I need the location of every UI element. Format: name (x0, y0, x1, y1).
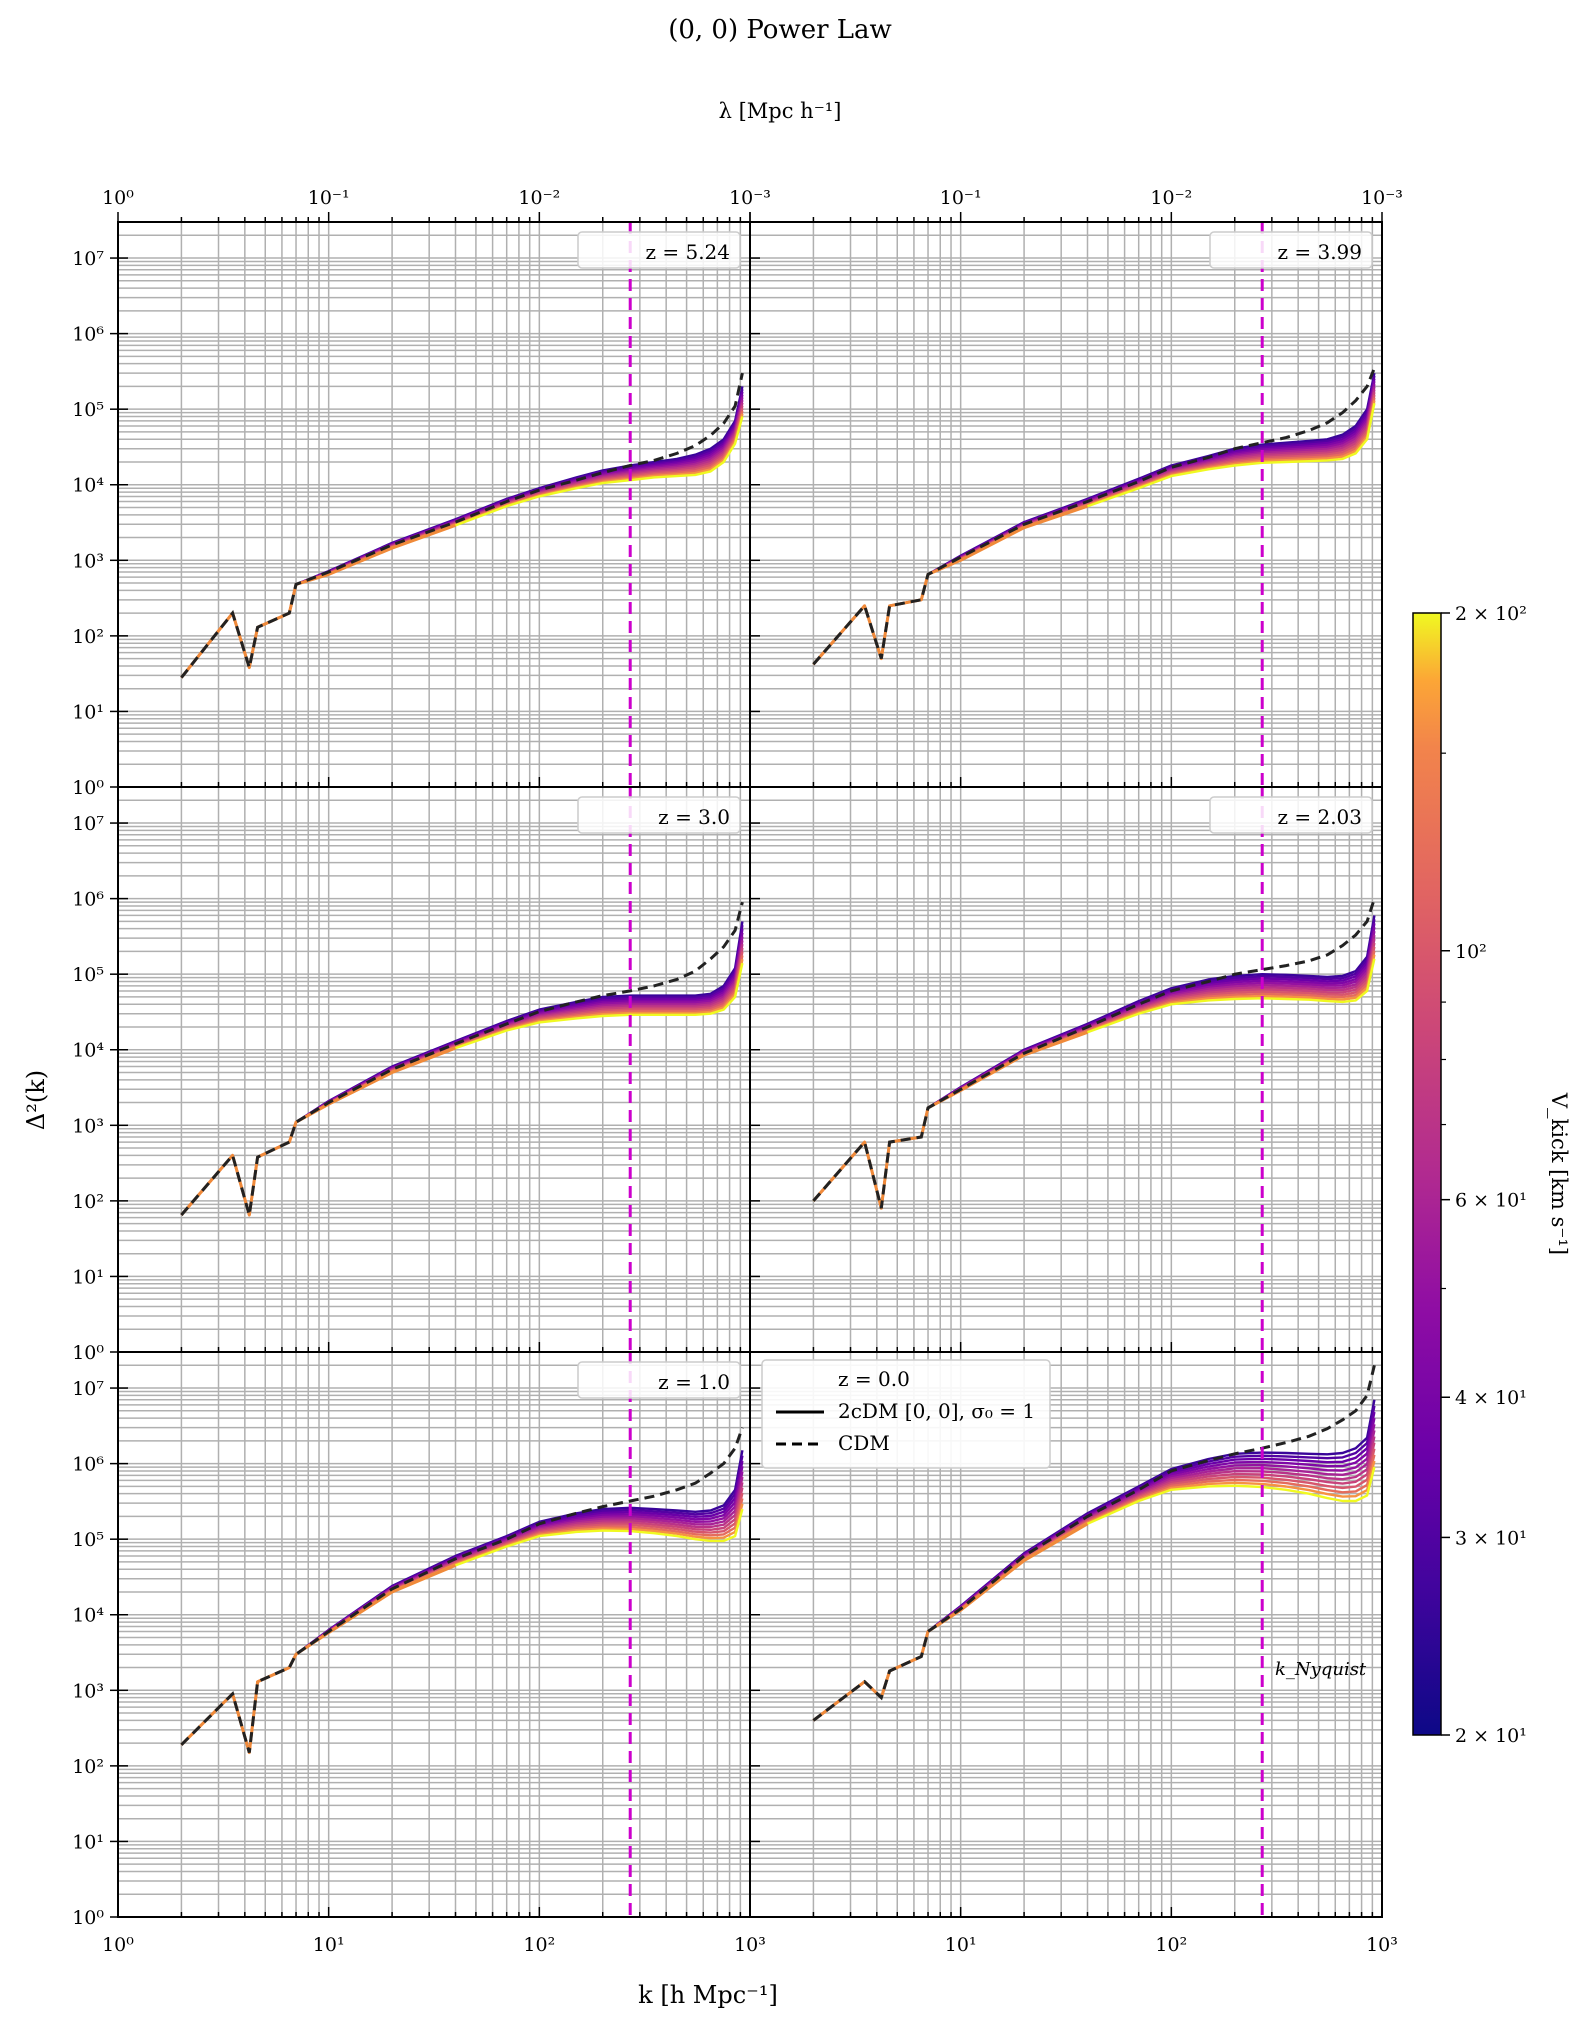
panel-background (118, 222, 750, 787)
y-tick-label: 10¹ (72, 701, 104, 723)
colorbar: 2 × 10¹ 3 × 10¹ 4 × 10¹ 6 × 10¹ 10² 2 × 10² V… (1412, 603, 1571, 1747)
panels: 10⁰ 10¹ 10² 10³ 10⁴ 10⁵ 10⁶ 10⁷ 10⁰ 10⁻¹ 10⁻² 10⁻³ z… (72, 187, 1403, 1956)
top-x-tick-label: 10⁻² (518, 187, 560, 209)
top-x-tick-label: 10⁻¹ (940, 187, 982, 209)
y-tick-label: 10⁰ (72, 1342, 104, 1364)
y-tick-label: 10⁴ (72, 475, 104, 497)
panel-legend: z = 2.03 (1209, 796, 1373, 834)
panel-legend: z = 3.0 (577, 796, 741, 834)
y-tick-label: 10³ (72, 1115, 104, 1137)
panel-legend-box (577, 796, 741, 834)
grid (750, 221, 1382, 788)
top-x-tick-label: 10⁰ (102, 187, 134, 209)
x-tick-label: 10¹ (945, 1934, 977, 1956)
cdm-line (180, 901, 744, 1216)
colorbar-ticks: 2 × 10¹ 3 × 10¹ 4 × 10¹ 6 × 10¹ 10² 2 × 10² (1441, 603, 1527, 1747)
panel-5: 10⁰ 10¹ 10² 10³ 10⁴ 10⁵ 10⁶ 10⁷ 10⁰ 10¹ 10² 10³ z = … (72, 1351, 766, 1956)
panel-background (118, 1352, 750, 1917)
y-tick-label: 10⁶ (72, 1454, 104, 1476)
y-tick-label: 10⁴ (72, 1040, 104, 1062)
y-tick-label: 10² (72, 1756, 104, 1778)
y-tick-label: 10⁵ (72, 399, 104, 421)
panel-redshift-label: z = 2.03 (1277, 805, 1362, 829)
panel-background (750, 787, 1382, 1352)
panel-redshift-label: z = 5.24 (645, 240, 730, 264)
y-tick-label: 10⁰ (72, 1907, 104, 1929)
top-x-tick-label: 10⁻³ (1361, 187, 1403, 209)
left-axis-label: Δ²(k) (22, 1070, 50, 1130)
main-legend-entry: 2cDM [0, 0], σ₀ = 1 (838, 1399, 1035, 1423)
panel-legend-box (1209, 796, 1373, 834)
top-x-tick-label: 10⁻³ (729, 187, 771, 209)
grid (118, 221, 750, 788)
panel-legend-box (577, 231, 741, 269)
cdm-line (812, 1364, 1376, 1722)
y-tick-label: 10³ (72, 550, 104, 572)
panel-2: 10⁻¹ 10⁻² 10⁻³ z = 3.99 (749, 187, 1403, 788)
panel-background (750, 222, 1382, 787)
y-tick-label: 10⁷ (72, 813, 104, 835)
y-tick-label: 10⁶ (72, 324, 104, 346)
main-legend-box (761, 1359, 1051, 1469)
panel-3: 10⁰ 10¹ 10² 10³ 10⁴ 10⁵ 10⁶ 10⁷ z = 3.0 (72, 786, 751, 1364)
x-tick-label: 10¹ (313, 1934, 345, 1956)
ticks (110, 1387, 751, 1918)
colorbar-tick-label: 4 × 10¹ (1455, 1387, 1527, 1409)
y-tick-label: 10⁰ (72, 777, 104, 799)
panel-redshift-label: z = 3.99 (1277, 240, 1362, 264)
top-x-tick-label: 10⁻¹ (308, 187, 350, 209)
grid (118, 1351, 750, 1918)
main-legend-entry: CDM (838, 1431, 890, 1455)
panel-legend: z = 5.24 (577, 231, 741, 269)
series-line-large-scale (180, 1564, 457, 1755)
cdm-line (812, 898, 1376, 1209)
y-tick-label: 10¹ (72, 1831, 104, 1853)
y-tick-label: 10⁵ (72, 964, 104, 986)
main-legend: z = 0.0 2cDM [0, 0], σ₀ = 1 CDM (761, 1359, 1051, 1469)
y-tick-label: 10³ (72, 1680, 104, 1702)
colorbar-tick-label: 2 × 10² (1455, 603, 1527, 625)
panel-legend-box (1209, 231, 1373, 269)
panel-redshift-label: z = 1.0 (658, 1370, 730, 1394)
main-legend-title: z = 0.0 (838, 1367, 910, 1391)
top-axis-label: λ [Mpc h⁻¹] (719, 99, 842, 123)
panel-1: 10⁰ 10¹ 10² 10³ 10⁴ 10⁵ 10⁶ 10⁷ 10⁰ 10⁻¹ 10⁻² 10⁻³ z… (72, 187, 771, 799)
y-tick-label: 10² (72, 1191, 104, 1213)
panel-redshift-label: z = 3.0 (658, 805, 730, 829)
y-tick-label: 10⁷ (72, 1378, 104, 1400)
colorbar-tick-label: 6 × 10¹ (1455, 1190, 1527, 1212)
colorbar-tick-label: 2 × 10¹ (1455, 1725, 1527, 1747)
x-tick-label: 10² (523, 1934, 555, 1956)
colorbar-tick-label: 3 × 10¹ (1455, 1527, 1527, 1549)
panel-background (118, 787, 750, 1352)
colorbar-label: V_kick [km s⁻¹] (1547, 1092, 1571, 1255)
top-x-tick-label: 10⁻² (1150, 187, 1192, 209)
colorbar-gradient (1412, 612, 1442, 1736)
panel-legend: z = 3.99 (1209, 231, 1373, 269)
panel-legend-box (577, 1361, 741, 1399)
nyquist-annotation: k_Nyquist (1275, 1659, 1367, 1680)
x-tick-label: 10² (1155, 1934, 1187, 1956)
y-tick-label: 10⁵ (72, 1529, 104, 1551)
panel-4: z = 2.03 (749, 786, 1383, 1353)
y-tick-label: 10⁷ (72, 248, 104, 270)
colorbar-tick-label: 10² (1455, 941, 1487, 963)
x-tick-label: 10³ (1366, 1934, 1398, 1956)
panel-legend: z = 1.0 (577, 1361, 741, 1399)
cdm-line (812, 367, 1376, 666)
panel-frame (749, 1351, 1383, 1918)
y-tick-label: 10¹ (72, 1266, 104, 1288)
grid (750, 1351, 1382, 1918)
x-tick-label: 10³ (734, 1934, 766, 1956)
ticks (749, 1387, 1383, 1918)
cdm-line (180, 372, 744, 679)
figure-title: (0, 0) Power Law (668, 15, 892, 45)
y-tick-label: 10⁴ (72, 1605, 104, 1627)
y-tick-label: 10² (72, 626, 104, 648)
bottom-axis-label: k [h Mpc⁻¹] (638, 1981, 778, 2009)
x-tick-label: 10⁰ (102, 1934, 134, 1956)
y-tick-label: 10⁶ (72, 889, 104, 911)
cdm-line (180, 1427, 744, 1754)
